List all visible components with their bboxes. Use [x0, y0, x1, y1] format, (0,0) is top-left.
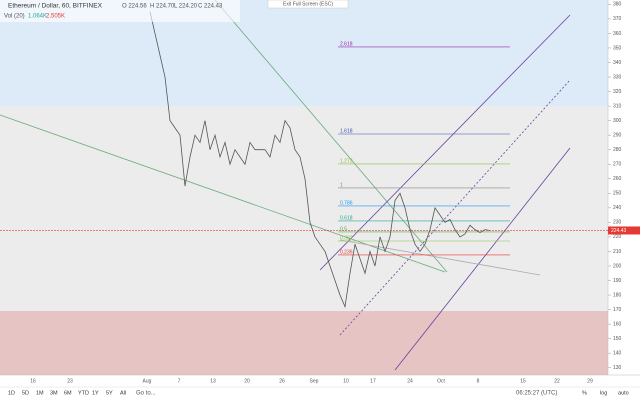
fib-label: 1	[340, 182, 343, 188]
y-tick-label: 380	[613, 2, 622, 8]
y-tick-label: 180	[613, 292, 622, 298]
y-tick-label: 260	[613, 176, 622, 182]
range-button[interactable]: YTD	[78, 390, 89, 396]
exit-button-label[interactable]: Exit Full Screen (ESC)	[283, 1, 333, 7]
open: O 224.56	[122, 4, 147, 10]
y-tick-label: 340	[613, 60, 622, 66]
lower-zone	[0, 311, 608, 375]
scale-option[interactable]: log	[600, 390, 607, 396]
y-tick-label: 320	[613, 89, 622, 95]
x-tick-label: 13	[210, 378, 216, 384]
fib-label: 0.236	[340, 249, 353, 255]
fib-label: 0.786	[340, 200, 353, 206]
y-tick-label: 250	[613, 191, 622, 197]
range-button[interactable]: 1M	[36, 390, 44, 396]
y-tick-label: 290	[613, 133, 622, 139]
plot	[149, 11, 491, 309]
x-tick-label: Oct	[437, 378, 445, 384]
range-button[interactable]: 3M	[50, 390, 58, 396]
channel-line	[319, 14, 571, 271]
y-axis-panel	[608, 0, 640, 375]
header-bg	[0, 0, 240, 22]
range-button[interactable]: 6M	[64, 390, 72, 396]
y-tick-label: 310	[613, 103, 622, 109]
y-tick-label: 220	[613, 234, 622, 240]
x-tick-label: 22	[554, 378, 560, 384]
volume-name: Vol (20)	[4, 14, 25, 20]
channel-mid	[339, 79, 571, 336]
range-button[interactable]: 5Y	[106, 390, 113, 396]
x-tick-label: 7	[178, 378, 181, 384]
range-button[interactable]: 1D	[8, 390, 15, 396]
x-tick-label: 17	[370, 378, 376, 384]
y-tick-label: 150	[613, 336, 622, 342]
trend-line	[0, 114, 446, 273]
chart-title: Ethereum / Dollar, 60, BITFINEX	[8, 3, 103, 10]
middle-zone	[0, 106, 608, 311]
x-tick-label: 16	[30, 378, 36, 384]
x-tick-label: 8	[477, 378, 480, 384]
y-tick-label: 360	[613, 31, 622, 37]
y-tick-label: 370	[613, 16, 622, 22]
range-button[interactable]: All	[120, 390, 126, 396]
range-button[interactable]: 5D	[22, 390, 29, 396]
x-tick-label: Sep	[310, 378, 319, 384]
fib-label: 1.272	[340, 158, 353, 164]
drawings	[0, 0, 571, 371]
x-tick-label: 26	[279, 378, 285, 384]
x-tick-label: 23	[67, 378, 73, 384]
channel-line	[394, 147, 571, 371]
bottom-panel	[0, 375, 640, 400]
y-tick-label: 130	[613, 365, 622, 371]
scale-option[interactable]: %	[582, 390, 587, 396]
y-tick-label: 190	[613, 278, 622, 284]
y-tick-label: 170	[613, 307, 622, 313]
y-tick-label: 230	[613, 220, 622, 226]
x-tick-label: 29	[587, 378, 593, 384]
y-tick-label: 280	[613, 147, 622, 153]
exit-button[interactable]	[267, 0, 349, 9]
fib-label: 0.5	[340, 226, 347, 232]
trend-line	[214, 0, 448, 273]
x-tick-label: 10	[343, 378, 349, 384]
last-price-label: 224.43	[611, 228, 627, 234]
y-tick-label: 240	[613, 205, 622, 211]
last-price-tag	[608, 226, 640, 235]
y-tick-label: 330	[613, 74, 622, 80]
fib-label: 0.618	[340, 215, 353, 221]
fib-levels: 2.618 1.618 1.272 1 0.786 0.618 0.5 0.382 0.236	[338, 41, 510, 255]
fib-label: 0.382	[340, 235, 353, 241]
x-tick-label: 15	[520, 378, 526, 384]
x-tick-label: 24	[407, 378, 413, 384]
close: C 224.43	[198, 4, 223, 10]
x-tick-label: Aug	[143, 378, 152, 384]
scale-option[interactable]: auto	[618, 390, 629, 396]
goto[interactable]: Go to...	[136, 391, 156, 397]
clock: 06:25:27 (UTC)	[516, 391, 557, 397]
y-tick-label: 160	[613, 321, 622, 327]
y-tick-label: 270	[613, 162, 622, 168]
range-button[interactable]: 1Y	[92, 390, 99, 396]
y-tick-label: 300	[613, 118, 622, 124]
price-line	[149, 11, 491, 309]
x-tick-label: 20	[244, 378, 250, 384]
trend-line	[339, 239, 541, 276]
low: L 224.20	[174, 4, 198, 10]
y-tick-label: 140	[613, 351, 622, 357]
high: H 224.70	[150, 4, 175, 10]
fib-label: 2.618	[340, 41, 353, 47]
volume-1: 1.064K	[28, 14, 47, 20]
y-tick-label: 210	[613, 249, 622, 255]
y-tick-label: 200	[613, 263, 622, 269]
y-tick-label: 350	[613, 45, 622, 51]
volume-2: 2.505K	[46, 14, 65, 20]
fib-label: 1.618	[340, 128, 353, 134]
